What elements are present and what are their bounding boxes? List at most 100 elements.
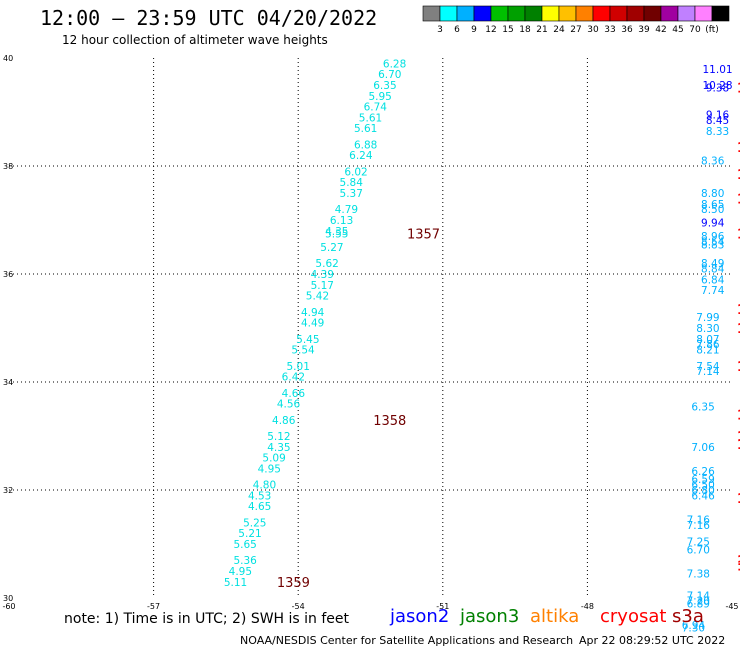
pass-time-label: 1916 <box>737 408 740 423</box>
wave-height-label: 9.38 <box>706 83 729 95</box>
y-tick-label: 30 <box>3 594 13 603</box>
wave-height-label: 4.94 <box>301 307 325 319</box>
wave-height-label: 5.09 <box>262 453 285 465</box>
pass-time-label: 1916 <box>737 360 740 375</box>
wave-height-label: 4.53 <box>248 490 271 502</box>
colorbar-label: 15 <box>502 25 513 35</box>
y-tick-label: 34 <box>3 378 13 387</box>
wave-height-label: 6.84 <box>701 274 725 286</box>
wave-height-label: 6.02 <box>344 166 367 178</box>
pass-time-label: 191 <box>737 168 740 183</box>
wave-height-label: 4.39 <box>311 269 334 281</box>
wave-height-label: 7.14 <box>696 366 720 378</box>
wave-height-label: 8.33 <box>706 126 729 138</box>
wave-height-label: 9.16 <box>706 110 730 122</box>
wave-height-label: 5.42 <box>306 291 329 303</box>
wave-height-label: 4.49 <box>301 318 324 330</box>
pass-time-label: 1358 <box>373 414 406 429</box>
wave-height-label: 6.59 <box>691 474 714 486</box>
wave-height-label: 11.01 <box>703 64 733 76</box>
wave-height-label: 5.11 <box>224 577 247 589</box>
wave-height-label: 5.01 <box>287 361 310 373</box>
colorbar-label: 33 <box>604 25 615 35</box>
wave-height-label: 8.84 <box>701 264 725 276</box>
pass-time-label: 19 <box>737 141 740 156</box>
wave-height-label: 4.95 <box>258 463 281 475</box>
wave-height-label: 6.50 <box>691 480 714 492</box>
pass-time-label: 1916 <box>737 430 740 445</box>
y-tick-label: 40 <box>3 54 13 63</box>
wave-height-label: 8.83 <box>701 239 724 251</box>
wave-height-label: 8.54 <box>701 237 725 249</box>
wave-height-label: 4.65 <box>248 501 271 513</box>
colorbar-label: 39 <box>638 25 650 35</box>
wave-height-label: 7.54 <box>696 361 720 373</box>
chart-subtitle: 12 hour collection of altimeter wave hei… <box>62 33 328 47</box>
pass-time-label: 1916 <box>737 322 740 337</box>
wave-height-label: 7.30 <box>682 623 705 635</box>
wave-height-label: 7.86 <box>696 339 720 351</box>
wave-height-label: 6.28 <box>383 58 406 70</box>
wave-height-label: 7.16 <box>687 515 711 527</box>
footer-credit: NOAA/NESDIS Center for Satellite Applica… <box>240 634 574 647</box>
wave-height-label: 8.65 <box>701 199 724 211</box>
wave-height-label: 8.36 <box>701 156 725 168</box>
wave-height-label: 6.88 <box>354 139 377 151</box>
x-tick-label: -54 <box>292 602 305 611</box>
pass-time-label: 1915 <box>737 303 740 318</box>
colorbar-label: 42 <box>655 25 666 35</box>
wave-height-label: 8.30 <box>696 323 719 335</box>
wave-height-label: 5.25 <box>243 517 266 529</box>
color-scale-legend: 3 6 9 12 15 18 21 24 27 30 33 36 39 42 45 70 (ft) <box>422 5 730 35</box>
wave-height-label: 5.95 <box>368 91 391 103</box>
pass-time-label: 1916 <box>737 492 740 507</box>
wave-height-label: 10.28 <box>703 80 733 92</box>
wave-height-label: 7.20 <box>687 596 710 608</box>
wave-height-label: 7.25 <box>687 536 710 548</box>
wave-height-label: 4.35 <box>267 442 290 454</box>
pass-time-label: 1917 <box>737 554 740 569</box>
wave-height-label: 6.26 <box>691 466 715 478</box>
wave-height-label: 6.80 <box>691 485 714 497</box>
pass-time-label: 1916 <box>737 438 740 453</box>
wave-height-label: 7.38 <box>687 569 710 581</box>
colorbar-swatch <box>711 5 730 22</box>
wave-height-label: 4.95 <box>229 566 252 578</box>
legend-altika: altika <box>530 606 580 627</box>
wave-height-label: 5.36 <box>233 555 257 567</box>
footer-timestamp: Apr 22 08:29:52 UTC 2022 <box>579 634 726 647</box>
y-tick-label: 36 <box>3 270 13 279</box>
pass-time-label: 191 <box>737 228 740 243</box>
wave-height-label: 5.61 <box>359 112 382 124</box>
legend-s3a: s3a <box>672 606 704 627</box>
footnote: note: 1) Time is in UTC; 2) SWH is in fe… <box>64 611 350 627</box>
wave-height-label: 5.37 <box>340 188 363 200</box>
wave-height-label: 8.80 <box>701 188 724 200</box>
y-tick-label: 38 <box>3 162 13 171</box>
pass-time-label: 1359 <box>277 576 310 591</box>
colorbar-label: 21 <box>536 25 547 35</box>
pass-time-label: 1917 <box>737 560 740 575</box>
wave-height-label: 7.99 <box>696 312 719 324</box>
y-tick-label: 32 <box>3 486 13 495</box>
wave-height-label: 5.61 <box>354 123 377 135</box>
wave-height-label: 5.17 <box>311 280 334 292</box>
wave-height-label: 4.80 <box>253 480 276 492</box>
colorbar-label: 12 <box>485 25 496 35</box>
wave-height-label: 4.66 <box>282 388 306 400</box>
wave-height-label: 5.55 <box>325 229 348 241</box>
chart-title: 12:00 – 23:59 UTC 04/20/2022 <box>40 6 378 30</box>
colorbar-label: 45 <box>672 25 683 35</box>
wave-height-label: 6.24 <box>349 150 373 162</box>
colorbar-label: 3 <box>437 25 443 35</box>
colorbar-label: 18 <box>519 25 531 35</box>
pass-time-label: 191 <box>737 192 740 207</box>
x-tick-label: -51 <box>436 602 449 611</box>
pass-time-label: 1357 <box>407 228 440 243</box>
wave-height-label: 6.46 <box>691 490 715 502</box>
wave-height-label: 5.45 <box>296 334 319 346</box>
wave-height-label: 9.94 <box>701 218 725 230</box>
legend-jason2: jason2 <box>390 606 450 627</box>
wave-height-label: 4.35 <box>325 226 348 238</box>
wave-height-label: 6.42 <box>282 372 305 384</box>
